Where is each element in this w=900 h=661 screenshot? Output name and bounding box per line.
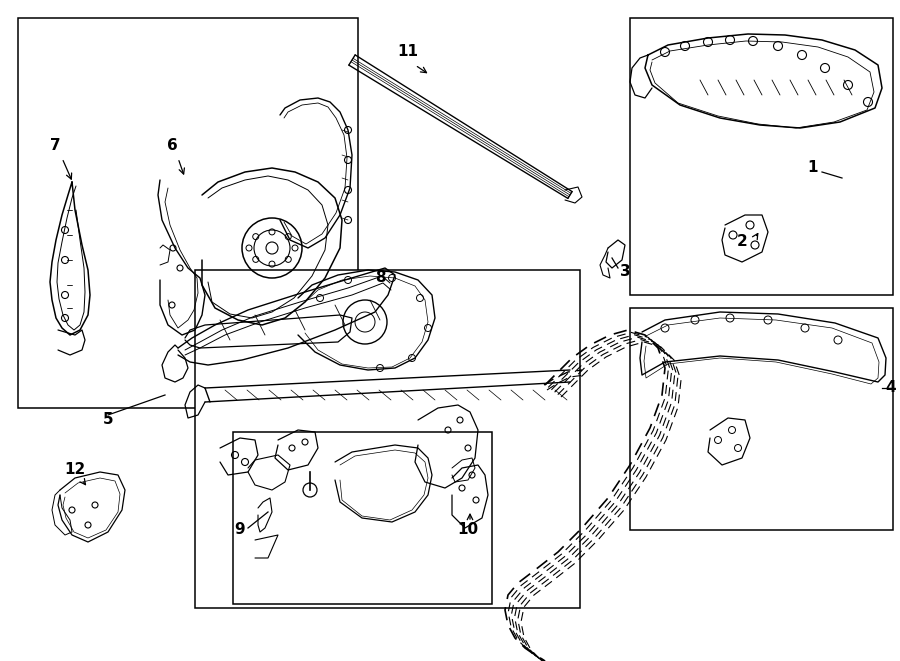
Text: 4: 4 <box>885 381 895 395</box>
Text: 5: 5 <box>103 412 113 428</box>
Text: 10: 10 <box>457 522 479 537</box>
Bar <box>630 18 893 295</box>
Text: 12: 12 <box>65 463 86 477</box>
Bar <box>195 270 580 608</box>
Bar <box>630 308 893 530</box>
Text: 3: 3 <box>620 264 630 280</box>
Text: 7: 7 <box>50 137 60 153</box>
Text: 6: 6 <box>166 137 177 153</box>
Text: 8: 8 <box>374 270 385 286</box>
Text: 11: 11 <box>398 44 418 59</box>
Bar <box>18 18 358 408</box>
Bar <box>233 432 492 604</box>
Text: 9: 9 <box>234 522 245 537</box>
Text: 1: 1 <box>807 161 818 176</box>
Text: 2: 2 <box>737 235 748 249</box>
